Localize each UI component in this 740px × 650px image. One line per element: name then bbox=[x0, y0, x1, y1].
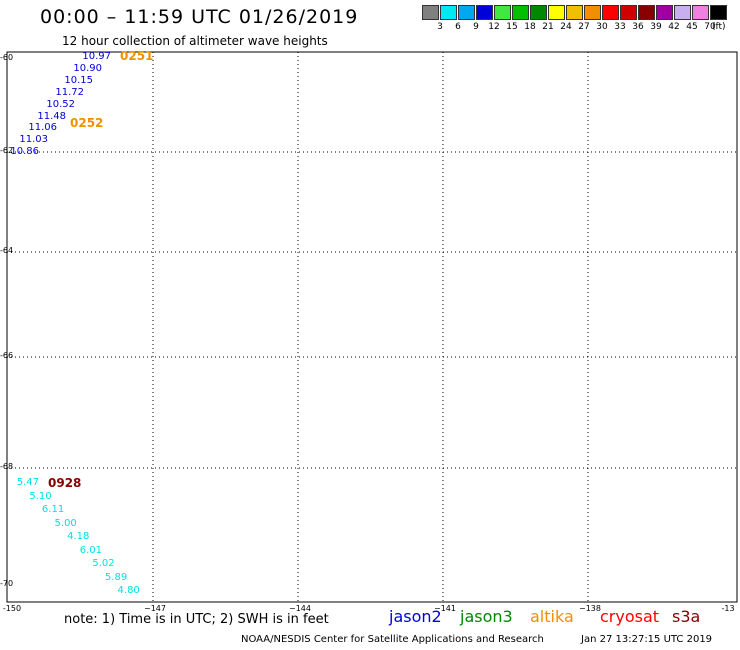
scale-swatch bbox=[584, 5, 601, 20]
swh-value: 4.80 bbox=[117, 585, 140, 596]
scale-label: 36 bbox=[632, 22, 644, 32]
swh-value: 10.86 bbox=[10, 146, 39, 158]
legend-jason2: jason2 bbox=[389, 607, 442, 626]
scale-unit: (ft) bbox=[712, 22, 726, 32]
credit-line: NOAA/NESDIS Center for Satellite Applica… bbox=[241, 634, 544, 645]
pass-label-0928: 0928 bbox=[48, 476, 82, 490]
swh-value: 6.11 bbox=[41, 504, 65, 515]
scale-swatch bbox=[620, 5, 637, 20]
scale-label: 33 bbox=[614, 22, 626, 32]
generated-timestamp: Jan 27 13:27:15 UTC 2019 bbox=[581, 634, 713, 645]
scale-swatch bbox=[638, 5, 655, 20]
x-tick-label: −138 bbox=[579, 604, 601, 613]
y-tick-label: -60 bbox=[0, 53, 14, 62]
swh-value: 10.52 bbox=[46, 98, 75, 110]
scale-swatch bbox=[476, 5, 493, 20]
scale-swatch bbox=[548, 5, 565, 20]
swh-value: 11.72 bbox=[55, 86, 84, 98]
swh-value: 10.97 bbox=[82, 51, 111, 62]
swh-value: 5.10 bbox=[29, 490, 52, 502]
y-tick-label: -66 bbox=[0, 351, 14, 360]
scale-swatch bbox=[422, 5, 439, 20]
scale-label: 9 bbox=[473, 22, 479, 32]
scale-swatch bbox=[530, 5, 547, 20]
y-tick-label: -62 bbox=[0, 146, 14, 155]
y-tick-label: -64 bbox=[0, 246, 14, 255]
scale-label: 21 bbox=[542, 22, 554, 32]
map-title: 00:00 – 11:59 UTC 01/26/2019 bbox=[40, 6, 359, 28]
x-tick-label: -13 bbox=[721, 604, 735, 613]
scale-swatch bbox=[692, 5, 709, 20]
scale-swatch bbox=[494, 5, 511, 20]
x-tick-label: -150 bbox=[2, 604, 22, 613]
swh-value: 10.15 bbox=[64, 74, 93, 86]
x-tick-label: −141 bbox=[434, 604, 456, 613]
plot-border bbox=[6, 51, 738, 603]
scale-label: 42 bbox=[668, 22, 680, 32]
scale-label: 30 bbox=[596, 22, 608, 32]
x-tick-label: −144 bbox=[289, 604, 311, 613]
scale-label: 24 bbox=[560, 22, 572, 32]
scale-label: 6 bbox=[455, 22, 461, 32]
x-tick-label: −147 bbox=[144, 604, 166, 613]
y-tick-label: -68 bbox=[0, 462, 14, 471]
scale-swatch bbox=[458, 5, 475, 20]
scale-swatch bbox=[656, 5, 673, 20]
swh-value: 6.01 bbox=[79, 544, 102, 556]
legend-s3a: s3a bbox=[672, 607, 701, 626]
y-tick-label: -70 bbox=[0, 579, 14, 588]
pass-label-0252: 0252 bbox=[70, 116, 104, 130]
swh-value: 11.48 bbox=[37, 110, 66, 122]
scale-label: 39 bbox=[650, 22, 662, 32]
swh-value: 5.00 bbox=[54, 517, 77, 529]
scale-label: 12 bbox=[488, 22, 500, 32]
pass-label-0251: 0251 bbox=[120, 49, 154, 63]
scale-swatch bbox=[710, 5, 727, 20]
swh-value: 4.18 bbox=[67, 531, 90, 542]
scale-label: 3 bbox=[437, 22, 443, 32]
swh-value: 11.03 bbox=[19, 134, 48, 146]
swh-value: 5.89 bbox=[104, 571, 128, 583]
swh-value: 11.06 bbox=[28, 122, 57, 134]
legend-jason3: jason3 bbox=[460, 607, 513, 626]
swh-value: 10.90 bbox=[73, 62, 102, 74]
footnote: note: 1) Time is in UTC; 2) SWH is in fe… bbox=[64, 612, 329, 627]
scale-swatch bbox=[566, 5, 583, 20]
legend-cryosat: cryosat bbox=[600, 607, 660, 626]
scale-swatch bbox=[512, 5, 529, 20]
swh-value: 5.02 bbox=[92, 558, 115, 569]
scale-swatch bbox=[440, 5, 457, 20]
scale-label: 45 bbox=[686, 22, 698, 32]
scale-label: 27 bbox=[578, 22, 590, 32]
swh-value: 5.47 bbox=[16, 477, 39, 488]
scale-label: 18 bbox=[524, 22, 536, 32]
scale-swatch bbox=[602, 5, 619, 20]
scale-swatch bbox=[674, 5, 691, 20]
scale-label: 70 bbox=[704, 22, 716, 32]
map-subtitle: 12 hour collection of altimeter wave hei… bbox=[62, 34, 328, 48]
legend-altika: altika bbox=[530, 607, 574, 626]
scale-label: 15 bbox=[506, 22, 518, 32]
